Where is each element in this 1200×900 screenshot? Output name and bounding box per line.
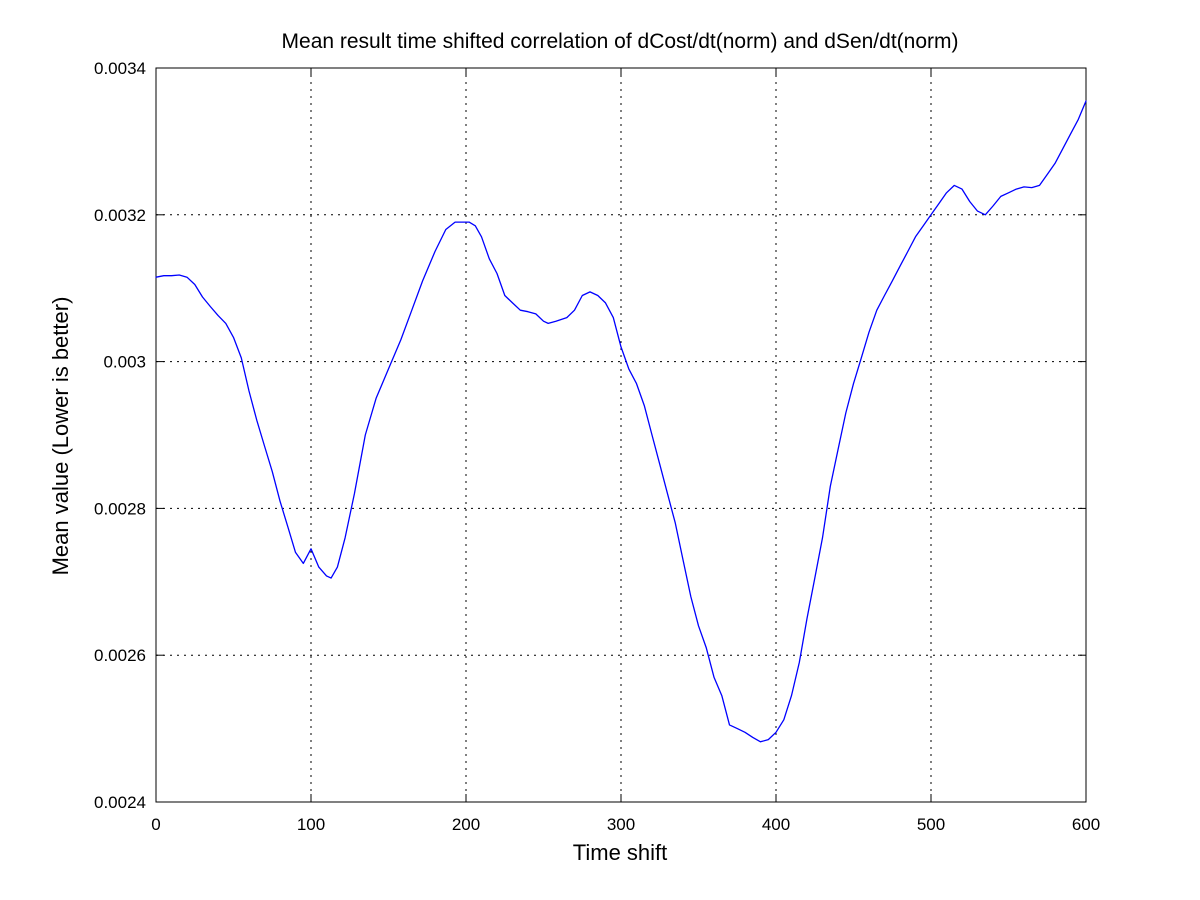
series-layer	[155, 100, 1087, 743]
x-tick-label: 200	[452, 815, 480, 834]
x-axis-tick-labels: 0 100 200 300 400 500 600	[151, 815, 1100, 834]
x-tick-label: 300	[607, 815, 635, 834]
y-axis-tick-labels: 0.0024 0.0026 0.0028 0.003 0.0032 0.0034	[94, 59, 146, 812]
y-tick-label: 0.0032	[94, 206, 146, 225]
y-tick-label: 0.0028	[94, 499, 146, 518]
x-tick-label: 0	[151, 815, 160, 834]
x-tick-label: 600	[1072, 815, 1100, 834]
y-tick-label: 0.0034	[94, 59, 146, 78]
y-tick-label: 0.003	[103, 353, 146, 372]
x-axis-title: Time shift	[573, 840, 668, 865]
y-tick-label: 0.0024	[94, 793, 146, 812]
y-tick-label: 0.0026	[94, 646, 146, 665]
x-tick-label: 400	[762, 815, 790, 834]
series-line	[155, 100, 1087, 743]
grid-lines	[156, 68, 1086, 802]
axis-ticks	[155, 67, 1087, 803]
chart-title: Mean result time shifted correlation of …	[282, 30, 959, 53]
y-axis-title: Mean value (Lower is better)	[48, 297, 73, 576]
x-tick-label: 100	[297, 815, 325, 834]
x-tick-label: 500	[917, 815, 945, 834]
